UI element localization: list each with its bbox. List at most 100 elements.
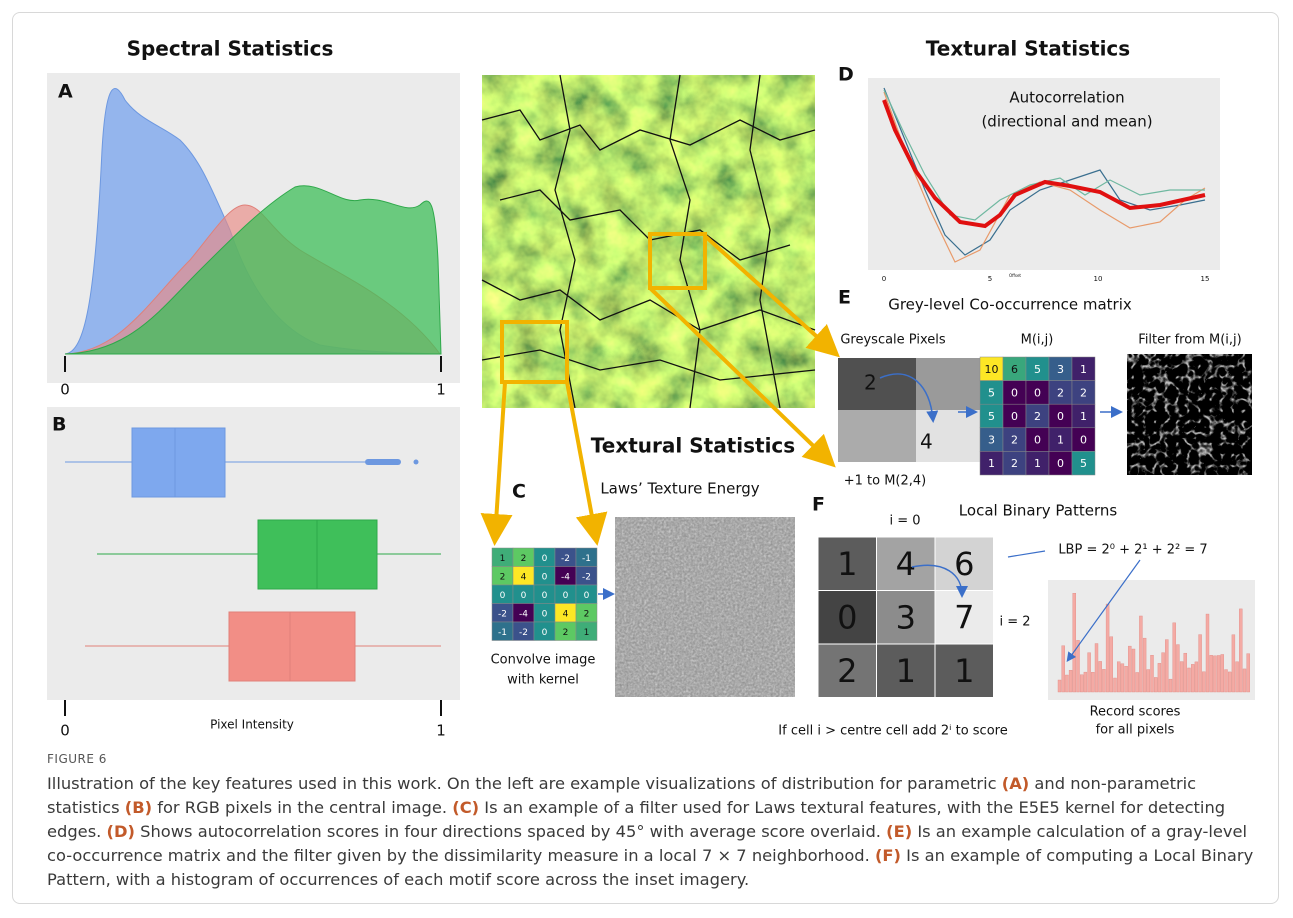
matrix-value: 0 bbox=[1011, 386, 1018, 399]
tick-label: 10 bbox=[1094, 275, 1103, 283]
histogram-bar bbox=[1151, 655, 1154, 692]
histogram-bar bbox=[1173, 623, 1176, 692]
histogram-bar bbox=[1228, 672, 1231, 692]
matrix-value: -4 bbox=[519, 609, 528, 619]
x-axis-label: Pixel Intensity bbox=[210, 718, 294, 732]
panel-subtitle: Laws’ Texture Energy bbox=[600, 480, 759, 498]
matrix-value: 0 bbox=[542, 591, 548, 601]
panel-label: D bbox=[838, 64, 854, 86]
histogram-bar bbox=[1199, 635, 1202, 692]
histogram-bar bbox=[1143, 638, 1146, 692]
matrix-value: 0 bbox=[1080, 434, 1087, 447]
matrix-value: 0 bbox=[1034, 434, 1041, 447]
lbp-value: 1 bbox=[896, 652, 916, 690]
matrix-value: 3 bbox=[1057, 363, 1064, 376]
note: +1 to M(2,4) bbox=[844, 474, 927, 489]
kernel-matrix: 120-2-1240-4-200000-2-4042-1-2021 bbox=[492, 548, 597, 641]
histogram-bar bbox=[1184, 653, 1187, 692]
histogram-bar bbox=[1188, 668, 1191, 692]
matrix-value: -2 bbox=[582, 572, 591, 582]
subpanel-title: M(i,j) bbox=[1021, 333, 1054, 348]
histogram-bar bbox=[1139, 616, 1142, 692]
caption-run: (B) bbox=[125, 798, 152, 817]
figure-caption: Illustration of the key features used in… bbox=[47, 772, 1272, 892]
panel-label: F bbox=[812, 494, 825, 516]
caption-run: (F) bbox=[875, 846, 901, 865]
matrix-value: 4 bbox=[521, 572, 527, 582]
panel-label: C bbox=[512, 481, 526, 503]
lbp-grid: 146037211 bbox=[818, 537, 994, 698]
matrix-value: 1 bbox=[988, 457, 995, 470]
spectral-title: Spectral Statistics bbox=[127, 37, 334, 61]
histogram-bar bbox=[1195, 662, 1198, 692]
page: Spectral Statistics A 0 1 B 0 1 Pixel In… bbox=[0, 0, 1293, 918]
histogram-bar bbox=[1125, 666, 1128, 692]
matrix-value: -1 bbox=[582, 554, 591, 564]
matrix-value: 10 bbox=[985, 363, 999, 376]
matrix-value: 1 bbox=[1080, 410, 1087, 423]
histogram-bar bbox=[1239, 609, 1242, 692]
histogram-bar bbox=[1165, 640, 1168, 692]
histogram-bar bbox=[1213, 656, 1216, 692]
histogram-bar bbox=[1154, 677, 1157, 692]
matrix-value: 5 bbox=[988, 386, 995, 399]
panel-title: Local Binary Patterns bbox=[959, 502, 1118, 520]
histogram-bar bbox=[1058, 680, 1061, 692]
matrix-value: 1 bbox=[1057, 434, 1064, 447]
matrix-value: 6 bbox=[1011, 363, 1018, 376]
histogram-bar bbox=[1202, 672, 1205, 692]
figure: Spectral Statistics A 0 1 B 0 1 Pixel In… bbox=[0, 0, 1293, 750]
panel-label: B bbox=[52, 414, 66, 436]
histogram-bar bbox=[1217, 655, 1220, 692]
histogram-bar bbox=[1191, 664, 1194, 692]
matrix-value: 0 bbox=[542, 554, 548, 564]
matrix-value: 1 bbox=[1034, 457, 1041, 470]
matrix-value: 2 bbox=[584, 609, 590, 619]
histogram-bar bbox=[1225, 670, 1228, 692]
histogram-bar bbox=[1073, 593, 1076, 692]
caption-run: Illustration of the key features used in… bbox=[47, 774, 1002, 793]
caption-run: (D) bbox=[107, 822, 135, 841]
matrix-value: 5 bbox=[1034, 363, 1041, 376]
matrix-value: -4 bbox=[561, 572, 570, 582]
matrix-value: 1 bbox=[500, 554, 506, 564]
histogram-bar bbox=[1099, 661, 1102, 692]
histogram-bar bbox=[1162, 653, 1165, 692]
lbp-value: 3 bbox=[896, 598, 916, 636]
histogram-bar bbox=[1243, 669, 1246, 692]
matrix-value: 2 bbox=[521, 554, 527, 564]
panel-title: Textural Statistics bbox=[591, 434, 795, 458]
lbp-rule: If cell i > centre cell add 2ⁱ to score bbox=[778, 724, 1007, 739]
lbp-value: 7 bbox=[954, 598, 974, 636]
matrix-value: 1 bbox=[584, 628, 590, 638]
histogram-bar bbox=[1121, 664, 1124, 692]
panel-d-bg bbox=[868, 78, 1220, 270]
matrix-value: 0 bbox=[542, 628, 548, 638]
histogram-bar bbox=[1091, 672, 1094, 692]
histogram-bar bbox=[1206, 614, 1209, 692]
matrix-value: -2 bbox=[561, 554, 570, 564]
matrix-value: 2 bbox=[563, 628, 569, 638]
panel-caption: Convolve image bbox=[491, 653, 596, 668]
histogram-bar bbox=[1062, 646, 1065, 692]
pixel-value: 4 bbox=[920, 430, 933, 454]
histogram-bar bbox=[1180, 662, 1183, 692]
histogram-bar bbox=[1110, 637, 1113, 692]
index-label: i = 0 bbox=[889, 514, 920, 529]
caption-run: (C) bbox=[452, 798, 479, 817]
matrix-value: 0 bbox=[521, 591, 527, 601]
histogram-bar bbox=[1147, 670, 1150, 692]
histogram-bar bbox=[1132, 649, 1135, 692]
tick-label: 0 bbox=[60, 722, 70, 740]
matrix-value: 0 bbox=[1034, 386, 1041, 399]
matrix-value: 0 bbox=[1057, 457, 1064, 470]
histogram-bar bbox=[1069, 670, 1072, 692]
matrix-value: 2 bbox=[1011, 457, 1018, 470]
caption-run: (E) bbox=[886, 822, 912, 841]
caption-run: for RGB pixels in the central image. bbox=[152, 798, 452, 817]
matrix-value: 2 bbox=[1011, 434, 1018, 447]
histogram-bar bbox=[1176, 645, 1179, 692]
filtered-image bbox=[615, 517, 795, 697]
histogram-bar bbox=[1232, 635, 1235, 692]
